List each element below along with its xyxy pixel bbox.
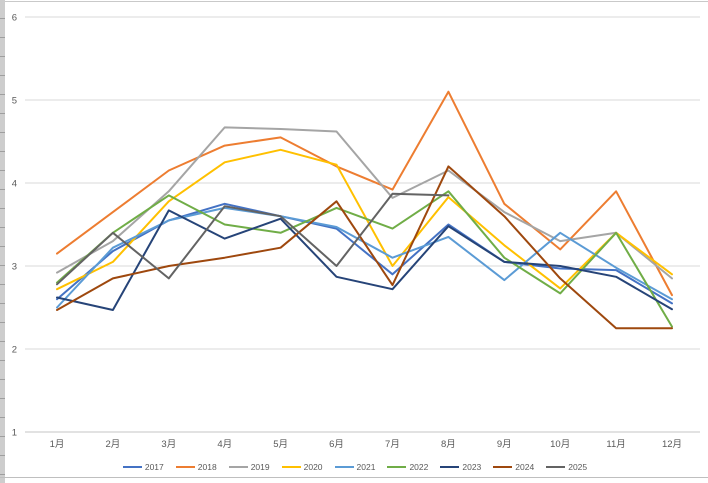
x-axis-month-label: 3月 (161, 439, 176, 450)
legend-line-swatch (228, 466, 248, 468)
legend-label: 2020 (303, 462, 323, 472)
chart-frame-bottom-border (0, 477, 708, 478)
legend-line-swatch (387, 466, 407, 468)
series-line-2018[interactable] (56, 90, 673, 297)
x-axis-month-label: 11月 (606, 439, 625, 450)
chart-legend: 2017 2018 2019 2020 2021 2022 2023 2024 2025 (5, 459, 705, 475)
series-line-2024[interactable] (56, 165, 673, 330)
series-line-2023[interactable] (56, 209, 673, 311)
legend-item-2023[interactable]: 2023 (440, 462, 481, 472)
legend-line-swatch (440, 466, 460, 468)
legend-label: 2017 (144, 462, 164, 472)
y-axis-tick-label: 5 (12, 96, 17, 107)
series-line-2020[interactable] (56, 148, 673, 291)
legend-item-2025[interactable]: 2025 (546, 462, 587, 472)
y-axis-tick-label: 4 (12, 179, 17, 190)
y-axis-tick-label: 3 (12, 262, 17, 273)
legend-item-2022[interactable]: 2022 (387, 462, 428, 472)
chart-frame-top-border (0, 1, 708, 2)
x-axis-month-label: 1月 (50, 439, 65, 450)
legend-item-2021[interactable]: 2021 (334, 462, 376, 472)
x-axis-month-label: 4月 (217, 439, 232, 450)
legend-label: 2018 (197, 462, 217, 472)
legend-label: 2021 (356, 462, 376, 472)
x-axis-month-label: 9月 (497, 439, 512, 450)
legend-item-2017[interactable]: 2017 (122, 462, 164, 472)
legend-item-2019[interactable]: 2019 (228, 462, 270, 472)
series-line-2025[interactable] (56, 192, 450, 286)
legend-label: 2019 (250, 462, 270, 472)
y-axis-tick-label: 6 (12, 13, 17, 24)
x-axis-month-label: 2月 (106, 439, 121, 450)
legend-line-swatch (493, 466, 513, 468)
y-axis-tick-label: 1 (12, 428, 17, 439)
spreadsheet-edge-strip (0, 0, 5, 483)
x-axis-month-label: 6月 (329, 439, 344, 450)
series-line-2019[interactable] (56, 126, 673, 280)
legend-item-2020[interactable]: 2020 (281, 462, 323, 472)
legend-line-swatch (334, 466, 354, 468)
y-axis-tick-label: 2 (12, 345, 17, 356)
x-axis-month-label: 12月 (662, 439, 682, 450)
x-axis-month-label: 5月 (273, 439, 288, 450)
x-axis-month-label: 10月 (550, 439, 570, 450)
legend-line-swatch (175, 466, 195, 468)
x-axis-month-label: 7月 (385, 439, 400, 450)
series-line-2022[interactable] (56, 190, 673, 328)
x-axis-month-label: 8月 (441, 439, 456, 450)
legend-label: 2023 (462, 462, 482, 472)
legend-item-2024[interactable]: 2024 (493, 462, 534, 472)
legend-line-swatch (546, 466, 566, 468)
legend-label: 2024 (515, 462, 535, 472)
legend-label: 2022 (409, 462, 429, 472)
legend-label: 2025 (568, 462, 588, 472)
legend-line-swatch (122, 466, 142, 468)
legend-line-swatch (281, 466, 301, 468)
legend-item-2018[interactable]: 2018 (175, 462, 217, 472)
